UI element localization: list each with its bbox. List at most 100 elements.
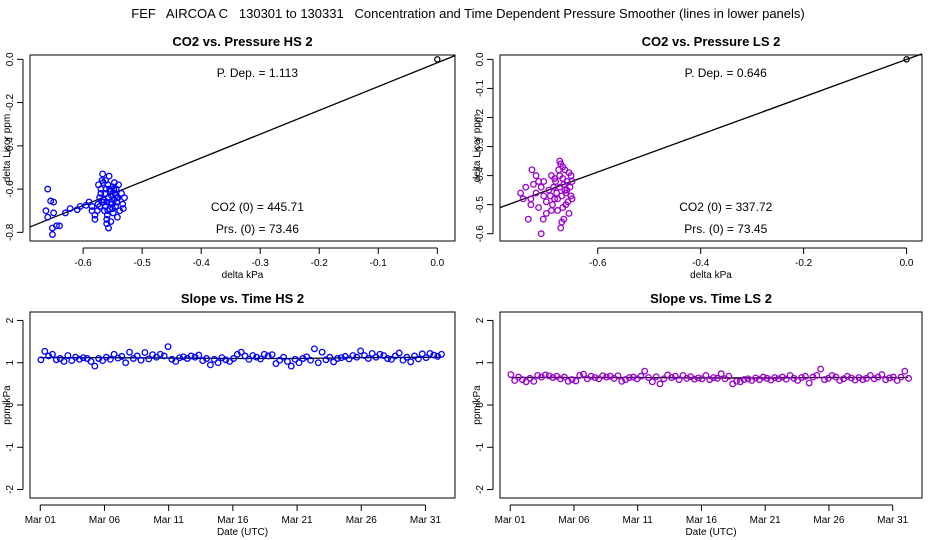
chart-title: Slope vs. Time HS 2 [181, 291, 304, 306]
data-point [376, 350, 384, 358]
data-point [214, 359, 222, 367]
data-point [629, 373, 637, 381]
data-point [625, 374, 633, 381]
data-point [105, 224, 112, 232]
data-point [79, 354, 87, 362]
data-point [759, 373, 767, 381]
data-point [45, 352, 53, 360]
data-point [113, 213, 121, 221]
x-tick-label: Mar 06 [558, 515, 590, 526]
plot-frame [499, 311, 923, 499]
data-point [75, 355, 83, 363]
y-tick-label: -0.1 [475, 79, 486, 97]
x-tick-label: Mar 06 [89, 515, 121, 526]
chart-title: Slope vs. Time LS 2 [650, 291, 772, 306]
data-point [805, 379, 813, 387]
data-point [557, 224, 565, 232]
data-point [56, 222, 63, 230]
data-point [107, 198, 115, 206]
data-point [882, 376, 890, 384]
data-point [310, 345, 318, 353]
y-tick-label: -0.5 [475, 196, 486, 214]
y-tick-label: -0.4 [475, 167, 486, 185]
data-point [542, 209, 550, 217]
data-point [119, 200, 127, 208]
data-point [905, 374, 913, 382]
fit-line [499, 53, 923, 209]
data-point [539, 215, 547, 223]
data-point [813, 371, 821, 379]
data-point [530, 377, 538, 385]
y-tick-label: -0.2 [5, 94, 16, 112]
figure-title: FEF AIRCOA C 130301 to 130331 Concentrat… [131, 6, 805, 21]
data-point [93, 207, 101, 215]
data-point [564, 377, 572, 385]
data-point [656, 380, 664, 388]
y-tick-label: -2 [5, 485, 16, 494]
data-point [41, 347, 49, 355]
data-point [537, 183, 545, 191]
y-tick-label: 1 [5, 360, 16, 366]
y-tick-label: 2 [475, 317, 486, 323]
data-point [870, 375, 878, 383]
data-point [48, 231, 56, 238]
data-point [172, 358, 180, 365]
data-point [187, 352, 195, 360]
data-point [560, 180, 568, 188]
data-point [91, 362, 99, 370]
chart-hs2-pressure: CO2 vs. Pressure HS 2 -0.6 -0.5 -0.4 -0.3 -0.… [2, 34, 456, 281]
x-axis-label: Date (UTC) [685, 527, 736, 538]
data-point [334, 355, 341, 362]
data-point [559, 204, 567, 212]
data-point [122, 359, 130, 367]
data-point [330, 358, 338, 366]
data-point [253, 353, 261, 361]
data-point [763, 374, 771, 382]
data-point [156, 350, 164, 358]
data-point [160, 352, 168, 360]
data-point [563, 186, 571, 194]
data-point [44, 185, 52, 193]
data-point [540, 192, 548, 200]
data-point [37, 356, 45, 364]
data-point [61, 209, 69, 217]
data-point [798, 374, 805, 381]
x-tick-label: 0.0 [430, 258, 444, 269]
data-point [527, 195, 535, 203]
data-point [652, 373, 660, 381]
y-axis-label: ppm/kPa [472, 385, 483, 425]
y-tick-label: 2 [5, 317, 16, 323]
annotation-prs-zero: Prs. (0) = 73.45 [684, 222, 767, 236]
plot-frame [499, 54, 923, 242]
data-point [64, 352, 72, 359]
data-point [889, 373, 897, 381]
data-point [817, 365, 825, 373]
smoother-line [40, 356, 441, 360]
x-tick-label: Mar 01 [25, 515, 57, 526]
x-tick-label: -0.3 [252, 258, 270, 269]
x-tick-label: -0.1 [370, 258, 388, 269]
data-point [603, 373, 610, 381]
y-tick-label: 0.0 [5, 52, 16, 66]
data-point [118, 352, 126, 360]
data-point [527, 201, 535, 209]
data-point [545, 372, 553, 380]
data-point [353, 353, 361, 361]
data-point [364, 355, 372, 362]
y-tick-label: 0 [475, 402, 486, 408]
data-point [422, 354, 430, 362]
data-point [530, 180, 537, 188]
data-point [534, 371, 542, 379]
data-point [326, 353, 334, 361]
data-point [524, 215, 532, 223]
data-point [537, 230, 545, 238]
data-point [901, 367, 909, 375]
data-point [110, 185, 118, 193]
data-point [106, 355, 114, 363]
data-point [50, 198, 58, 206]
chart-title: CO2 vs. Pressure LS 2 [642, 34, 781, 49]
data-point [557, 375, 565, 383]
data-point [526, 374, 534, 382]
y-axis-label: ppm/kPa [2, 385, 13, 425]
chart-ls2-time: Slope vs. Time LS 2 Mar 01 Mar 06 Mar 11 Mar… [472, 291, 923, 538]
